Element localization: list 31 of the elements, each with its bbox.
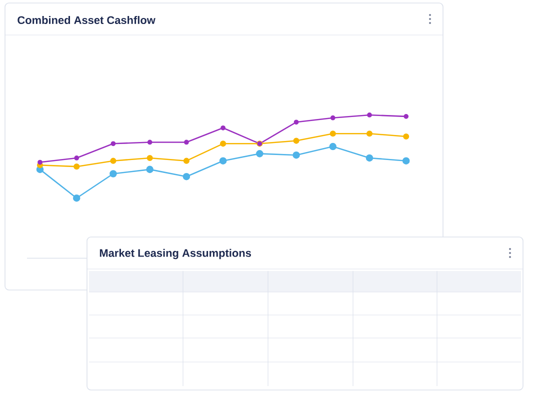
point xyxy=(404,114,409,119)
point xyxy=(329,142,337,150)
point xyxy=(292,151,300,159)
point xyxy=(366,154,374,162)
point xyxy=(110,170,117,178)
point xyxy=(146,166,154,174)
point xyxy=(110,158,116,164)
point xyxy=(74,164,80,170)
point xyxy=(256,150,264,158)
point xyxy=(293,138,300,144)
point xyxy=(110,141,116,146)
text: Market Leasing Assumptions xyxy=(100,248,251,260)
point xyxy=(184,140,189,145)
point xyxy=(72,194,80,202)
point xyxy=(220,125,226,130)
chart-title: Combined Asset Cashflow xyxy=(18,16,156,24)
point xyxy=(146,154,153,162)
point xyxy=(74,156,80,160)
point xyxy=(220,140,226,147)
point xyxy=(219,157,227,164)
point xyxy=(183,158,190,164)
point xyxy=(38,160,42,165)
point xyxy=(366,130,373,137)
point xyxy=(367,112,372,118)
point xyxy=(294,120,299,125)
point xyxy=(330,115,336,120)
point xyxy=(182,172,190,180)
point xyxy=(403,133,410,140)
point xyxy=(402,157,410,164)
point xyxy=(330,130,336,137)
point xyxy=(147,140,152,145)
